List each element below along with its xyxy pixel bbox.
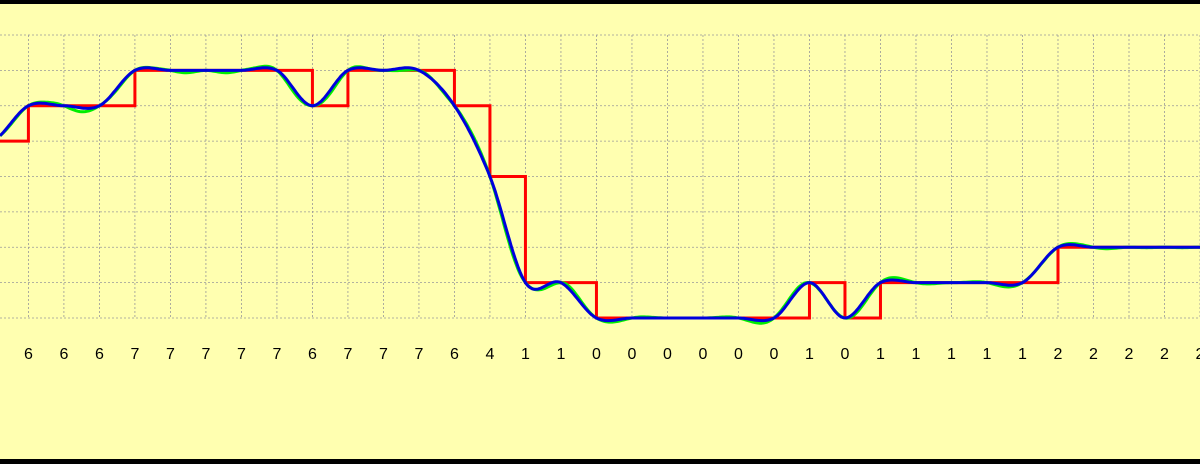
sample-label: 0 [734,346,743,363]
sample-label: 1 [912,346,921,363]
sample-label: 0 [663,346,672,363]
sample-label: 7 [272,346,281,363]
sample-label: 7 [130,346,139,363]
sample-label: 2 [1196,346,1200,363]
sample-label: 2 [1054,346,1063,363]
sample-label: 1 [1018,346,1027,363]
sample-label: 0 [592,346,601,363]
sample-label: 0 [699,346,708,363]
sample-label: 2 [1089,346,1098,363]
sample-label: 1 [556,346,565,363]
sample-label: 6 [95,346,104,363]
sample-label: 7 [414,346,423,363]
sample-label: 7 [379,346,388,363]
sample-label: 1 [521,346,530,363]
sample-label: 0 [627,346,636,363]
sample-label: 1 [983,346,992,363]
sample-label: 7 [166,346,175,363]
cubic-curve [0,66,1200,323]
sample-label: 7 [237,346,246,363]
sample-label: 6 [450,346,459,363]
sample-label: 6 [24,346,33,363]
sample-label: 0 [841,346,850,363]
sample-label: 2 [1160,346,1169,363]
sample-label: 1 [947,346,956,363]
sample-label: 6 [59,346,68,363]
sample-label: 4 [485,346,494,363]
sample-label: 6 [308,346,317,363]
sample-label: 7 [343,346,352,363]
sample-label: 1 [805,346,814,363]
plot-background [0,4,1200,459]
sample-label: 7 [201,346,210,363]
sample-label: 0 [770,346,779,363]
sample-label: 2 [1125,346,1134,363]
sample-label: 1 [876,346,885,363]
